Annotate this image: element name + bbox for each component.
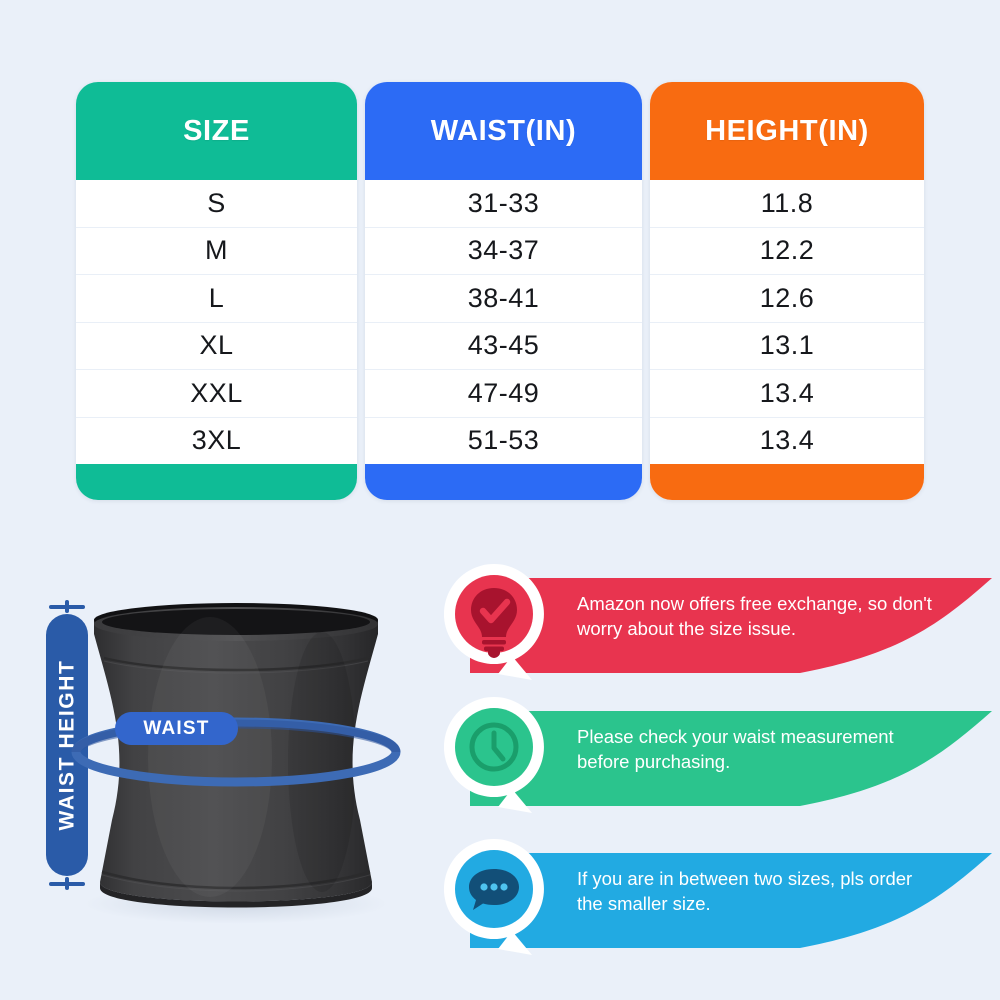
callout-banner-shape bbox=[470, 711, 992, 808]
table-cell-waist: 51-53 bbox=[365, 417, 642, 464]
column-body-waist: 31-33 34-37 38-41 43-45 47-49 51-53 bbox=[365, 180, 642, 464]
chat-bubble-icon bbox=[440, 835, 548, 960]
table-cell-height: 13.4 bbox=[650, 370, 924, 418]
table-cell-waist: 34-37 bbox=[365, 227, 642, 275]
table-cell-height: 12.2 bbox=[650, 227, 924, 275]
table-cell-waist: 43-45 bbox=[365, 322, 642, 370]
gauge-cap-bottom-icon bbox=[49, 877, 85, 890]
table-cell-height: 11.8 bbox=[650, 180, 924, 228]
column-footer-waist bbox=[365, 464, 642, 500]
column-body-size: S M L XL XXL 3XL bbox=[76, 180, 357, 464]
table-column-size: SIZE S M L XL XXL 3XL bbox=[76, 82, 357, 500]
callout-item: Please check your waist measurement befo… bbox=[432, 689, 992, 821]
table-cell-waist: 47-49 bbox=[365, 370, 642, 418]
callout-list: Amazon now offers free exchange, so don'… bbox=[432, 556, 992, 966]
callout-banner-shape bbox=[470, 578, 992, 675]
column-header-height: HEIGHT(IN) bbox=[650, 82, 924, 180]
table-cell-size: M bbox=[76, 227, 357, 275]
callout-banner-shape bbox=[470, 853, 992, 950]
column-footer-height bbox=[650, 464, 924, 500]
table-cell-height: 13.1 bbox=[650, 322, 924, 370]
callout-item: If you are in between two sizes, pls ord… bbox=[432, 831, 992, 963]
callout-text: If you are in between two sizes, pls ord… bbox=[577, 868, 913, 914]
gauge-cap-top-icon bbox=[49, 600, 85, 613]
table-cell-height: 13.4 bbox=[650, 417, 924, 464]
lightbulb-check-icon bbox=[440, 560, 548, 685]
callout-item: Amazon now offers free exchange, so don'… bbox=[432, 556, 992, 688]
callout-text: Amazon now offers free exchange, so don'… bbox=[577, 593, 932, 639]
table-cell-waist: 31-33 bbox=[365, 180, 642, 228]
table-cell-size: XL bbox=[76, 322, 357, 370]
table-cell-size: XXL bbox=[76, 370, 357, 418]
table-column-waist: WAIST(IN) 31-33 34-37 38-41 43-45 47-49 … bbox=[365, 82, 642, 500]
callout-text: Please check your waist measurement befo… bbox=[577, 726, 894, 772]
table-cell-height: 12.6 bbox=[650, 275, 924, 323]
table-cell-size: 3XL bbox=[76, 417, 357, 464]
table-cell-waist: 38-41 bbox=[365, 275, 642, 323]
product-illustration: WAIST HEIGHT bbox=[20, 558, 420, 962]
waist-label-badge: WAIST bbox=[115, 712, 238, 745]
waist-trainer-belt-image bbox=[60, 582, 412, 952]
size-chart-table: SIZE S M L XL XXL 3XL WAIST(IN) 31-33 34… bbox=[76, 82, 924, 500]
column-footer-size bbox=[76, 464, 357, 500]
column-header-waist: WAIST(IN) bbox=[365, 82, 642, 180]
column-header-size: SIZE bbox=[76, 82, 357, 180]
column-body-height: 11.8 12.2 12.6 13.1 13.4 13.4 bbox=[650, 180, 924, 464]
table-cell-size: L bbox=[76, 275, 357, 323]
clock-icon bbox=[440, 693, 548, 818]
table-column-height: HEIGHT(IN) 11.8 12.2 12.6 13.1 13.4 13.4 bbox=[650, 82, 924, 500]
table-cell-size: S bbox=[76, 180, 357, 228]
